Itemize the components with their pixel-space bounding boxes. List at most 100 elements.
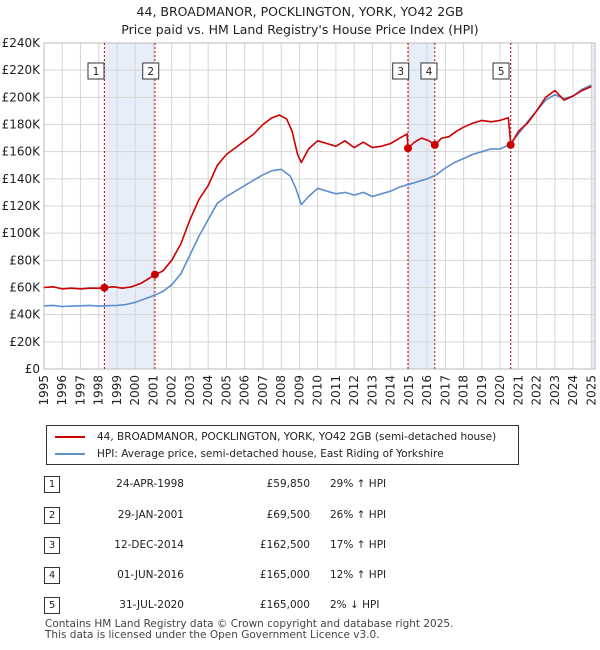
sale-marker-number: 5 (498, 66, 505, 78)
y-tick-label: £160K (2, 145, 42, 159)
sale-marker-dot (403, 144, 412, 153)
plot-frame (43, 42, 596, 370)
transaction-price: £162,500 (259, 539, 310, 551)
x-tick-label: 2021 (511, 375, 525, 406)
transaction-date: 12-DEC-2014 (114, 539, 184, 551)
x-tick-label: 2014 (384, 375, 398, 406)
transaction-number: 3 (44, 537, 60, 554)
x-tick-label: 2022 (530, 375, 544, 406)
y-tick-label: £20K (9, 335, 41, 349)
legend-label-hpi: HPI: Average price, semi-detached house,… (97, 448, 444, 460)
series-lines (43, 84, 592, 308)
y-tick-label: £100K (2, 226, 42, 240)
x-tick-label: 2020 (493, 375, 507, 406)
y-tick-label: £80K (9, 253, 41, 267)
transaction-hpi-diff: 2% ↓ HPI (330, 599, 380, 611)
x-tick-label: 2005 (219, 375, 233, 406)
x-tick-label: 1995 (37, 375, 51, 406)
x-tick-label: 2018 (457, 375, 471, 406)
x-tick-label: 2009 (292, 375, 306, 406)
transaction-number: 1 (44, 476, 60, 493)
transaction-hpi-diff: 29% ↑ HPI (330, 478, 387, 490)
x-tick-label: 2000 (128, 375, 142, 406)
sale-marker-number: 2 (147, 66, 154, 78)
x-tick-label: 1999 (110, 375, 124, 406)
chart-title: 44, BROADMANOR, POCKLINGTON, YORK, YO42 … (136, 4, 464, 19)
sale-marker-dot (430, 140, 439, 149)
transaction-row: 4 01-JUN-2016 £165,000 12% ↑ HPI (44, 567, 464, 585)
footer: Contains HM Land Registry data © Crown c… (45, 619, 453, 641)
property-series-line (43, 85, 592, 290)
transaction-hpi-diff: 26% ↑ HPI (330, 509, 387, 521)
x-tick-label: 1997 (73, 375, 87, 406)
sale-marker-number: 1 (93, 66, 100, 78)
sale-marker-dot (100, 283, 109, 292)
y-tick-label: £220K (2, 63, 42, 77)
transaction-price: £165,000 (259, 569, 310, 581)
price-chart: £0 £20K £40K £60K £80K £100K £120K £140K £160K £1… (2, 36, 599, 406)
y-tick-label: £180K (2, 118, 42, 132)
x-tick-label: 1998 (92, 375, 106, 406)
x-tick-label: 2004 (201, 375, 215, 406)
transaction-hpi-diff: 12% ↑ HPI (330, 569, 387, 581)
x-axis-ticks: 1995 1996 1997 1998 1999 2000 2001 2002 2003 2004… (37, 375, 598, 406)
x-tick-label: 2008 (274, 375, 288, 406)
legend-swatch-property (55, 436, 85, 438)
transaction-date: 29-JAN-2001 (117, 509, 184, 521)
legend-swatch-hpi (55, 453, 85, 455)
sale-marker-dot (150, 270, 159, 279)
x-tick-label: 2010 (311, 375, 325, 406)
transaction-number: 2 (44, 507, 60, 524)
sale-marker-box (392, 62, 410, 80)
x-tick-label: 2012 (347, 375, 361, 406)
sale-marker-number: 4 (426, 66, 433, 78)
legend-entry-hpi: HPI: Average price, semi-detached house,… (55, 446, 444, 462)
footer-licence: This data is licensed under the Open Gov… (45, 629, 380, 641)
x-tick-label: 2019 (475, 375, 489, 406)
transaction-price: £59,850 (266, 478, 310, 490)
transaction-date: 24-APR-1998 (116, 478, 184, 490)
x-tick-label: 2001 (146, 375, 160, 406)
sale-marker-box (420, 62, 438, 80)
x-tick-label: 2015 (402, 375, 416, 406)
transaction-row: 1 24-APR-1998 £59,850 29% ↑ HPI (44, 476, 464, 494)
gridlines (43, 42, 596, 370)
legend-label-property: 44, BROADMANOR, POCKLINGTON, YORK, YO42 … (97, 431, 497, 443)
marker-labels: 1 2 3 4 5 (87, 62, 510, 80)
y-tick-label: £60K (9, 281, 41, 295)
y-tick-label: £120K (2, 199, 42, 213)
x-tick-label: 2007 (256, 375, 270, 406)
sale-marker-box (142, 62, 160, 80)
legend-entry-property: 44, BROADMANOR, POCKLINGTON, YORK, YO42 … (55, 429, 496, 445)
sale-marker-dot (506, 140, 515, 149)
transaction-price: £165,000 (259, 599, 310, 611)
y-tick-label: £240K (2, 36, 42, 50)
sale-markers (100, 140, 515, 292)
chart-subtitle: Price paid vs. HM Land Registry's House … (121, 22, 479, 37)
x-tick-label: 2017 (438, 375, 452, 406)
sale-marker-box (492, 62, 510, 80)
hpi-series-line (43, 84, 592, 308)
x-tick-label: 2006 (238, 375, 252, 406)
x-tick-label: 2016 (420, 375, 434, 406)
transaction-row: 2 29-JAN-2001 £69,500 26% ↑ HPI (44, 507, 464, 525)
x-tick-label: 2024 (566, 375, 580, 406)
transaction-row: 5 31-JUL-2020 £165,000 2% ↓ HPI (44, 597, 464, 615)
y-tick-label: £200K (2, 90, 42, 104)
legend: 44, BROADMANOR, POCKLINGTON, YORK, YO42 … (46, 425, 519, 465)
y-tick-label: £40K (9, 308, 41, 322)
x-tick-label: 2013 (365, 375, 379, 406)
x-tick-label: 2025 (584, 375, 598, 406)
footer-copyright: Contains HM Land Registry data © Crown c… (45, 618, 454, 630)
transaction-date: 31-JUL-2020 (119, 599, 184, 611)
x-tick-label: 2011 (329, 375, 343, 406)
transaction-row: 3 12-DEC-2014 £162,500 17% ↑ HPI (44, 537, 464, 555)
y-axis-ticks: £0 £20K £40K £60K £80K £100K £120K £140K £160K £1… (2, 36, 42, 376)
transaction-hpi-diff: 17% ↑ HPI (330, 539, 387, 551)
x-tick-label: 2003 (183, 375, 197, 406)
y-tick-label: £0 (25, 362, 40, 376)
y-tick-label: £140K (2, 172, 42, 186)
transaction-date: 01-JUN-2016 (117, 569, 184, 581)
transaction-number: 5 (44, 597, 60, 614)
transaction-price: £69,500 (266, 509, 310, 521)
